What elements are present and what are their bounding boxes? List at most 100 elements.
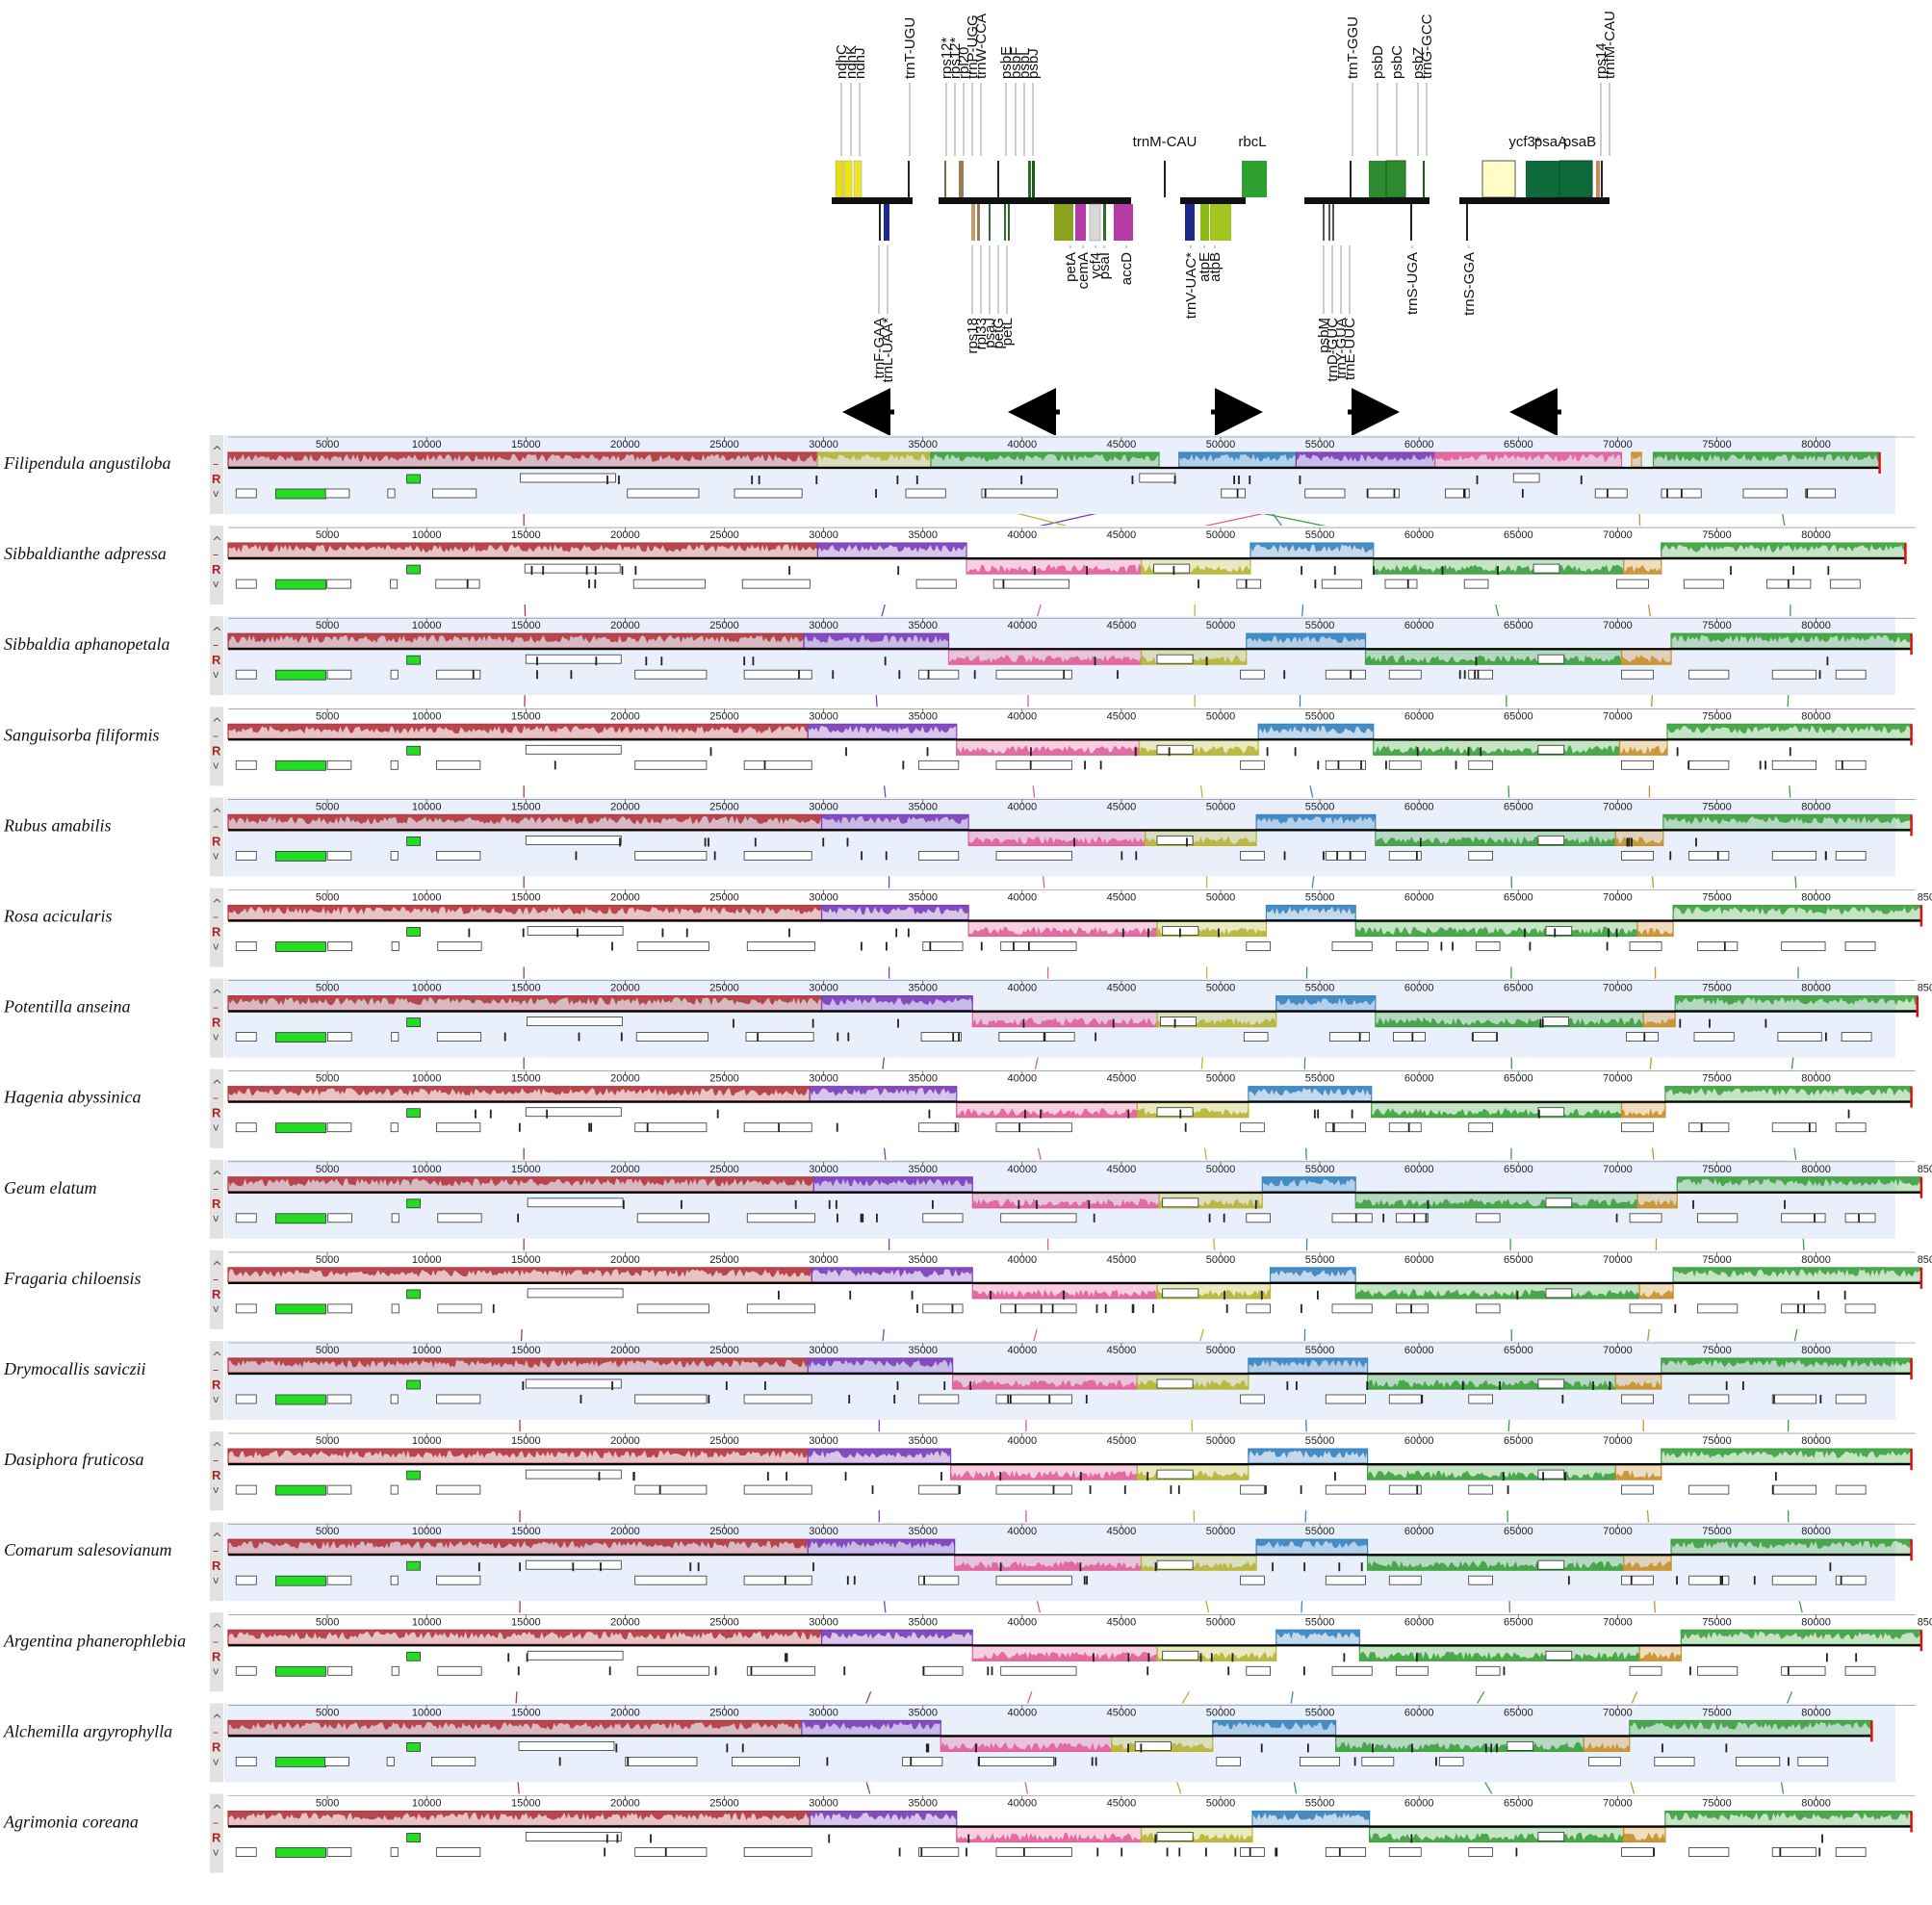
minimize-icon[interactable]: –	[213, 1454, 219, 1467]
scroll-up-icon[interactable]: ^	[212, 1804, 222, 1818]
lcb-block-orange[interactable]	[1583, 1736, 1631, 1753]
reverse-button[interactable]: R	[212, 1016, 221, 1030]
lcb-block-green[interactable]	[1364, 649, 1623, 665]
reverse-button[interactable]: R	[212, 1831, 221, 1845]
minimize-icon[interactable]: –	[213, 1635, 219, 1648]
lcb-block-green[interactable]	[930, 451, 1160, 468]
lcb-block-red[interactable]	[227, 542, 819, 558]
lcb-block-purple[interactable]	[1295, 451, 1436, 468]
scroll-up-icon[interactable]: ^	[212, 1441, 222, 1455]
lcb-block-green[interactable]	[1661, 542, 1906, 558]
scroll-down-icon[interactable]: v	[213, 759, 219, 771]
lcb-block-red[interactable]	[227, 1086, 811, 1102]
lcb-block-orange[interactable]	[1620, 1102, 1666, 1119]
minimize-icon[interactable]: –	[213, 548, 219, 561]
lcb-block-orange[interactable]	[1638, 1645, 1682, 1661]
lcb-block-green[interactable]	[1366, 1374, 1616, 1390]
lcb-block-green[interactable]	[1661, 1448, 1913, 1464]
scroll-up-icon[interactable]: ^	[212, 1351, 222, 1365]
reverse-button[interactable]: R	[212, 1739, 221, 1754]
lcb-block-orange[interactable]	[1614, 830, 1664, 847]
lcb-block-blue[interactable]	[1246, 632, 1367, 649]
lcb-block-pink[interactable]	[971, 1283, 1158, 1300]
lcb-block-orange[interactable]	[1622, 558, 1662, 575]
reverse-button[interactable]: R	[212, 653, 221, 667]
lcb-block-blue[interactable]	[1275, 1629, 1360, 1645]
lcb-block-green[interactable]	[1371, 1102, 1623, 1119]
lcb-block-pink[interactable]	[940, 1736, 1113, 1753]
lcb-block-blue[interactable]	[1257, 723, 1375, 739]
scroll-down-icon[interactable]: v	[213, 668, 219, 681]
lcb-block-red[interactable]	[227, 1176, 814, 1193]
scroll-up-icon[interactable]: ^	[212, 989, 222, 1003]
lcb-block-green[interactable]	[1670, 632, 1913, 649]
minimize-icon[interactable]: –	[213, 1182, 219, 1196]
lcb-block-purple[interactable]	[807, 723, 958, 739]
lcb-block-red[interactable]	[227, 994, 823, 1012]
lcb-block-red[interactable]	[227, 813, 823, 831]
lcb-block-pink[interactable]	[971, 1193, 1160, 1209]
lcb-block-purple[interactable]	[807, 1538, 956, 1555]
lcb-block-green[interactable]	[1354, 1193, 1638, 1209]
lcb-block-pink[interactable]	[949, 1464, 1138, 1480]
lcb-block-purple[interactable]	[820, 1629, 973, 1645]
lcb-block-pink[interactable]	[1434, 451, 1623, 468]
lcb-block-blue[interactable]	[1178, 451, 1297, 468]
minimize-icon[interactable]: –	[213, 638, 219, 652]
lcb-block-purple[interactable]	[820, 813, 969, 831]
minimize-icon[interactable]: –	[213, 1816, 219, 1830]
lcb-block-purple[interactable]	[809, 1810, 958, 1827]
scroll-down-icon[interactable]: v	[213, 1574, 219, 1586]
lcb-block-pink[interactable]	[954, 1555, 1143, 1571]
scroll-down-icon[interactable]: v	[213, 940, 219, 953]
lcb-block-green[interactable]	[1652, 451, 1881, 468]
lcb-block-red[interactable]	[227, 723, 809, 739]
scroll-down-icon[interactable]: v	[213, 1393, 219, 1405]
lcb-block-purple[interactable]	[801, 1719, 941, 1737]
lcb-block-red[interactable]	[227, 451, 819, 468]
reverse-button[interactable]: R	[212, 925, 221, 940]
lcb-block-purple[interactable]	[809, 1086, 958, 1102]
scroll-up-icon[interactable]: ^	[212, 626, 222, 640]
lcb-block-green[interactable]	[1354, 920, 1638, 938]
lcb-block-pink[interactable]	[956, 1826, 1143, 1843]
lcb-block-orange[interactable]	[1638, 1283, 1674, 1300]
lcb-block-green[interactable]	[1661, 1357, 1913, 1374]
lcb-block-orange[interactable]	[1614, 1464, 1662, 1480]
lcb-block-pink[interactable]	[952, 1374, 1138, 1390]
reverse-button[interactable]: R	[212, 472, 221, 486]
lcb-block-pink[interactable]	[947, 649, 1143, 665]
lcb-block-green[interactable]	[1672, 904, 1922, 921]
reverse-button[interactable]: R	[212, 1468, 221, 1482]
lcb-block-red[interactable]	[227, 1719, 803, 1737]
lcb-block-green[interactable]	[1629, 1719, 1872, 1737]
minimize-icon[interactable]: –	[213, 1363, 219, 1377]
scroll-up-icon[interactable]: ^	[212, 1079, 222, 1094]
minimize-icon[interactable]: –	[213, 457, 219, 471]
scroll-up-icon[interactable]: ^	[212, 1170, 222, 1184]
reverse-button[interactable]: R	[212, 1558, 221, 1573]
scroll-down-icon[interactable]: v	[213, 578, 219, 590]
lcb-block-purple[interactable]	[820, 904, 969, 921]
scroll-up-icon[interactable]: ^	[212, 1622, 222, 1636]
lcb-block-green[interactable]	[1373, 739, 1621, 756]
lcb-block-blue[interactable]	[1265, 904, 1356, 921]
scroll-down-icon[interactable]: v	[213, 1483, 219, 1496]
lcb-block-orange[interactable]	[1622, 1826, 1666, 1843]
lcb-block-red[interactable]	[227, 1357, 809, 1374]
lcb-block-orange[interactable]	[1636, 1193, 1678, 1209]
minimize-icon[interactable]: –	[213, 1001, 219, 1015]
reverse-button[interactable]: R	[212, 1287, 221, 1301]
lcb-block-orange[interactable]	[1622, 1555, 1672, 1571]
lcb-block-green[interactable]	[1358, 1645, 1640, 1661]
lcb-block-red[interactable]	[227, 1448, 809, 1464]
lcb-block-pink[interactable]	[967, 920, 1158, 938]
lcb-block-green[interactable]	[1366, 1464, 1616, 1480]
lcb-block-green[interactable]	[1676, 1176, 1922, 1193]
lcb-block-blue[interactable]	[1255, 813, 1377, 831]
lcb-block-blue[interactable]	[1275, 994, 1377, 1012]
minimize-icon[interactable]: –	[213, 1544, 219, 1557]
lcb-block-red[interactable]	[227, 904, 823, 921]
lcb-block-purple[interactable]	[812, 1176, 973, 1193]
minimize-icon[interactable]: –	[213, 911, 219, 924]
